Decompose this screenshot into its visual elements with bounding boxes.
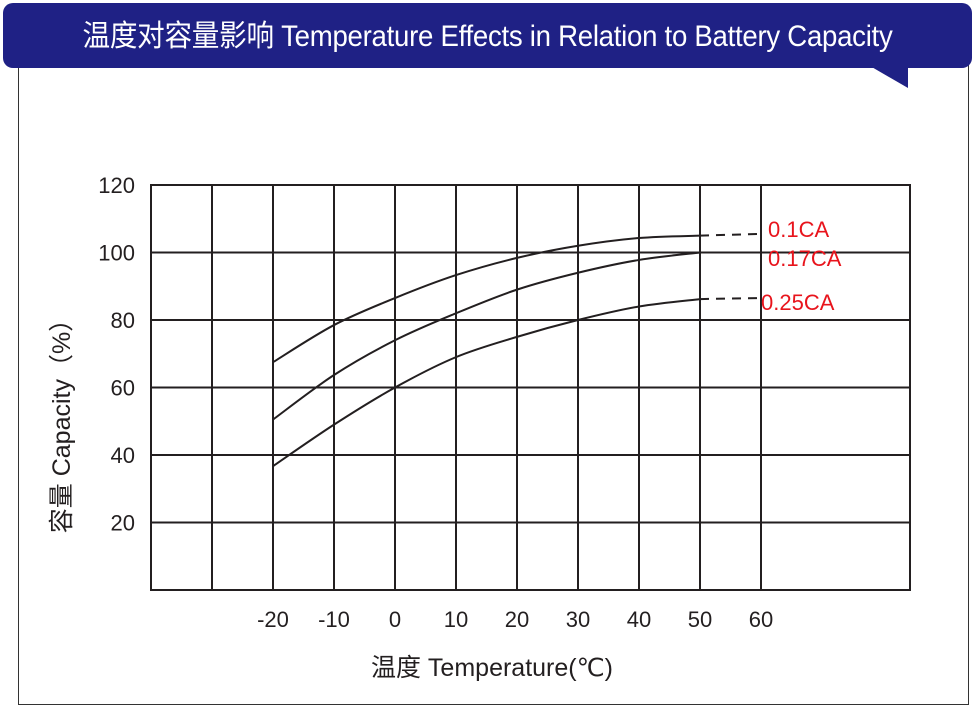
title-banner (3, 3, 972, 68)
series-extrapolation-0.25CA (699, 297, 762, 301)
x-tick-label: 0 (389, 607, 401, 632)
y-tick-label: 60 (111, 376, 135, 401)
x-tick-label: 20 (505, 607, 529, 632)
series-line-0.1CA (272, 234, 701, 364)
series-label: 0.1CA (768, 217, 829, 242)
y-tick-label: 40 (111, 443, 135, 468)
x-tick-label: 10 (444, 607, 468, 632)
y-axis-label: 容量 Capacity（%） (48, 307, 76, 533)
x-tick-label: 30 (566, 607, 590, 632)
series-extrapolation-0.1CA (699, 232, 762, 237)
y-tick-label: 100 (98, 241, 135, 266)
series-line-0.17CA (272, 251, 701, 421)
series-line-0.25CA (272, 298, 701, 467)
y-tick-label: 80 (111, 308, 135, 333)
y-tick-label: 120 (98, 173, 135, 198)
x-tick-label: -20 (257, 607, 289, 632)
x-tick-label: 60 (749, 607, 773, 632)
x-tick-label: -10 (318, 607, 350, 632)
series-label: 0.25CA (761, 290, 835, 315)
chart-title: 温度对容量影响 Temperature Effects in Relation … (82, 20, 893, 53)
x-tick-label: 40 (627, 607, 651, 632)
x-tick-label: 50 (688, 607, 712, 632)
x-axis-label: 温度 Temperature(℃) (371, 654, 613, 682)
series-label: 0.17CA (768, 246, 842, 271)
y-tick-label: 20 (111, 511, 135, 536)
